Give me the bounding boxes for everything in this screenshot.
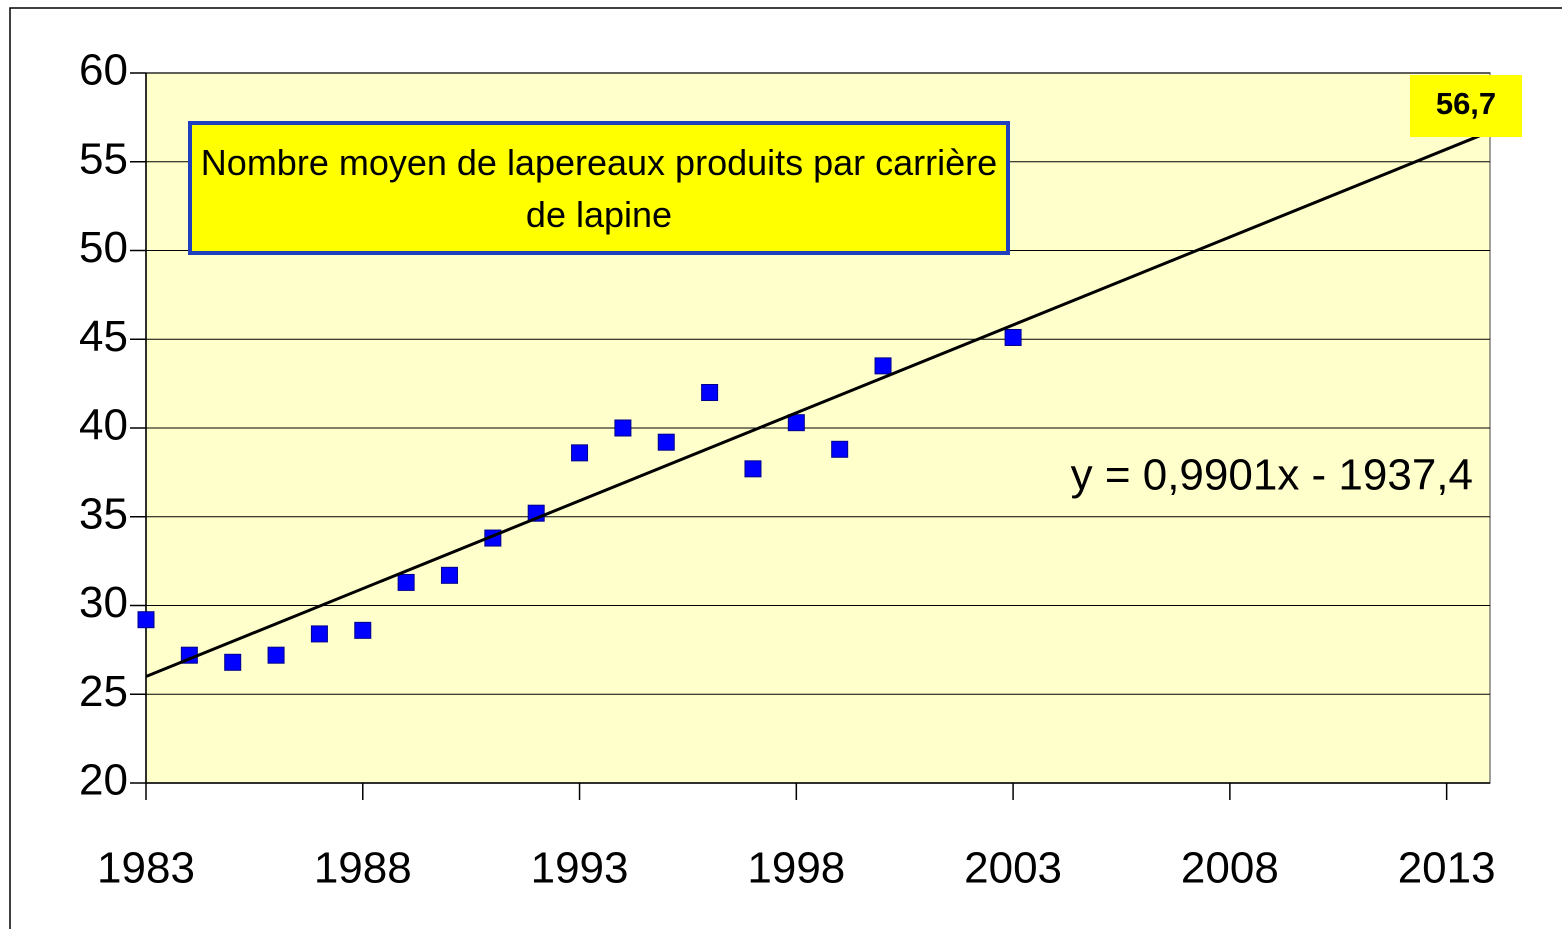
y-tick-label: 50 (79, 223, 128, 272)
marker (831, 440, 849, 458)
equation: y = 0,9901x - 1937,4 (1071, 451, 1473, 500)
marker (874, 357, 892, 375)
value-label-box (1410, 75, 1522, 137)
marker (354, 621, 372, 639)
y-tick-label: 60 (79, 46, 128, 95)
y-tick-label: 35 (79, 489, 128, 538)
y-tick-label: 25 (79, 667, 128, 716)
marker (571, 444, 589, 462)
marker (701, 384, 719, 401)
marker (137, 611, 155, 629)
marker (1004, 328, 1022, 346)
x-tick-label: 2008 (1181, 844, 1279, 893)
y-tick-label: 20 (79, 756, 128, 805)
marker (614, 419, 632, 437)
trendline (145, 130, 1491, 678)
marker (787, 414, 805, 432)
marker (657, 433, 675, 451)
x-tick-label: 1998 (747, 844, 845, 893)
x-tick-label: 2013 (1398, 844, 1496, 893)
y-tick-label: 55 (79, 134, 128, 183)
y-tick-label: 45 (79, 312, 128, 361)
marker (440, 566, 458, 584)
marker (397, 573, 415, 591)
x-tick-label: 2003 (964, 844, 1062, 893)
chart-title: Nombre moyen de lapereaux produits par c… (188, 121, 1010, 255)
x-tick-label: 1993 (531, 844, 629, 893)
value-label: 56,7 (1436, 86, 1496, 121)
marker (744, 460, 762, 478)
marker (267, 646, 285, 664)
y-tick-label: 40 (79, 401, 128, 450)
x-tick-label: 1983 (97, 844, 195, 893)
x-tick-label: 1988 (314, 844, 412, 893)
y-tick-label: 30 (79, 578, 128, 627)
marker (310, 625, 328, 643)
marker (224, 653, 242, 671)
